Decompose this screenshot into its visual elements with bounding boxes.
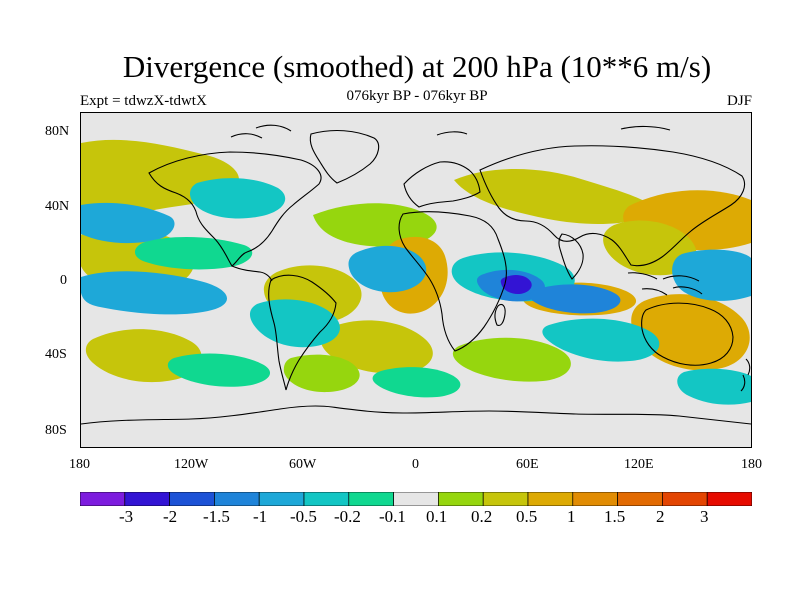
colorbar-swatch-9: [482, 492, 529, 506]
positive-region-europe-asia: [454, 168, 660, 224]
positive-region-southern-indian: [452, 337, 571, 382]
colorbar-label-2: 2: [656, 507, 665, 526]
x-tick-180-right: 180: [741, 457, 762, 472]
colorbar-label-1-5: 1.5: [604, 507, 626, 526]
colorbar-label-neg-3: -3: [119, 507, 134, 526]
colorbar-swatch-0: [80, 492, 126, 506]
colorbar-label-0-5: 0.5: [516, 507, 538, 526]
x-tick-120e: 120E: [624, 457, 654, 472]
colorbar-swatch-7: [393, 492, 439, 506]
y-tick-80n: 80N: [45, 124, 70, 139]
colorbar-label-0-1: 0.1: [426, 507, 448, 526]
australia-coastline: [641, 302, 734, 366]
madagascar-coastline: [494, 303, 506, 326]
negative-region-east-indian: [529, 284, 621, 314]
colorbar-label-1: 1: [567, 507, 576, 526]
colorbar-swatch-3: [214, 492, 260, 506]
colorbar-swatch-5: [303, 492, 350, 506]
north-america-coastline: [148, 151, 322, 267]
x-tick-60e: 60E: [516, 457, 539, 472]
negative-region-far-south-pacific: [677, 368, 751, 405]
negative-regions: [81, 178, 751, 405]
colorbar-swatch-1: [124, 492, 170, 506]
colorbar-label-0-2: 0.2: [471, 507, 493, 526]
positive-region-southern-ocean: [283, 354, 360, 393]
positive-region-south-atlantic: [320, 320, 433, 374]
colorbar-swatch-8: [438, 492, 484, 506]
negative-region-strong-core: [500, 274, 532, 294]
season-label: DJF: [726, 93, 752, 109]
colorbar-swatch-14: [706, 492, 752, 506]
negative-region-north-america: [189, 178, 286, 219]
negative-region-north-pacific: [81, 202, 175, 244]
greenland-coastline: [309, 130, 380, 184]
arctic-islands-coastline: [230, 124, 671, 139]
colorbar: [80, 492, 752, 506]
x-tick-120w: 120W: [174, 457, 209, 472]
colorbar-swatch-4: [258, 492, 305, 506]
colorbar-label-neg-1-5: -1.5: [203, 507, 230, 526]
colorbar-label-neg-0-2: -0.2: [334, 507, 361, 526]
y-tick-80s: 80S: [45, 423, 67, 438]
coastlines: [81, 124, 751, 425]
positive-region-maritime-continent: [603, 220, 697, 276]
colorbar-swatch-6: [348, 492, 394, 506]
africa-coastline: [398, 211, 507, 352]
y-tick-40s: 40S: [45, 347, 67, 362]
y-tick-40n: 40N: [45, 199, 70, 214]
colorbar-swatch-11: [572, 492, 618, 506]
negative-region-atlantic: [348, 245, 427, 293]
negative-region-south-indian: [542, 318, 660, 362]
colorbar-swatch-13: [662, 492, 708, 506]
central-america-coastline: [231, 265, 273, 282]
europe-coastline: [403, 161, 481, 208]
colorbar-swatch-12: [617, 492, 663, 506]
plot-title: Divergence (smoothed) at 200 hPa (10**6 …: [122, 49, 712, 84]
maritime-continent-coastline: [627, 272, 703, 296]
x-tick-180-left: 180: [69, 457, 90, 472]
colorbar-label-3: 3: [700, 507, 709, 526]
colorbar-label-neg-0-1: -0.1: [379, 507, 406, 526]
positive-region-australia: [631, 294, 750, 371]
colorbar-swatch-2: [169, 492, 215, 506]
divergence-map: [80, 112, 752, 448]
positive-region-north-atlantic: [313, 203, 437, 247]
experiment-label: Expt = tdwzX-tdwtX: [80, 93, 207, 109]
negative-region-pacific-equator: [134, 236, 253, 270]
india-coastline: [558, 233, 584, 280]
x-tick-0: 0: [412, 457, 419, 472]
south-america-coastline: [268, 274, 337, 391]
colorbar-label-neg-0-5: -0.5: [290, 507, 317, 526]
y-tick-0: 0: [60, 273, 67, 288]
negative-region-south-atlantic: [372, 367, 461, 398]
antarctica-coastline: [81, 405, 751, 425]
colorbar-swatch-10: [527, 492, 574, 506]
colorbar-label-neg-2: -2: [163, 507, 178, 526]
asia-coastline: [479, 145, 746, 267]
negative-region-south-pacific: [167, 353, 271, 387]
negative-region-tropical-pacific: [81, 271, 227, 315]
plot-subtitle: 076kyr BP - 076kyr BP: [346, 88, 488, 104]
map-svg: [81, 113, 751, 447]
colorbar-label-neg-1: -1: [253, 507, 268, 526]
new-zealand-coastline: [740, 358, 751, 392]
x-tick-60w: 60W: [289, 457, 317, 472]
